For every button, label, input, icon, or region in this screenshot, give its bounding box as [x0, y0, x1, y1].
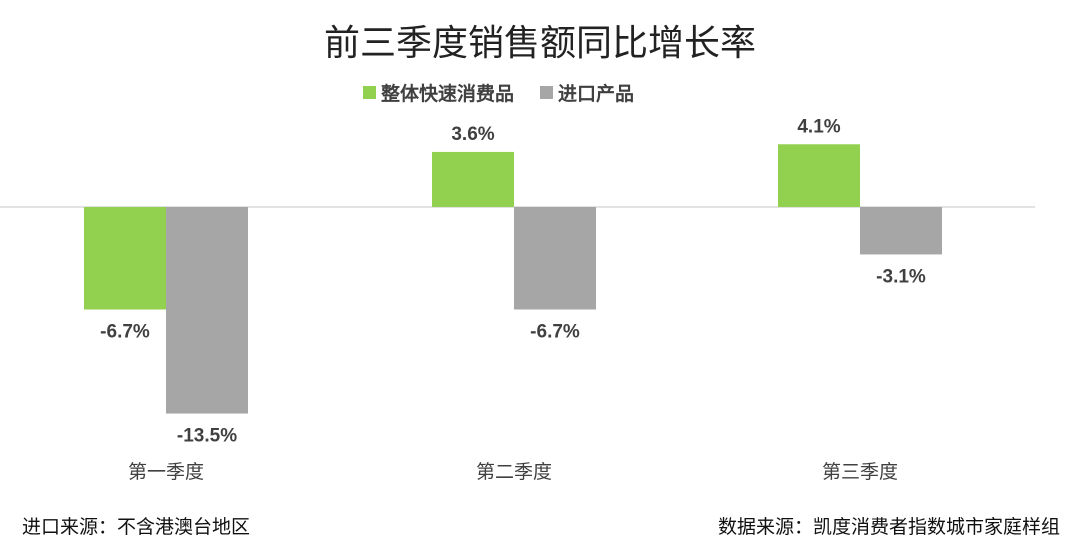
value-label-series-1-category-1: -6.7% — [100, 322, 150, 343]
bar-series-1-category-2 — [432, 151, 514, 207]
value-label-series-2-category-2: -6.7% — [530, 322, 580, 343]
value-label-series-1-category-2: 3.6% — [451, 124, 494, 145]
bar-series-1-category-1 — [84, 207, 166, 310]
legend-label-series-2: 进口产品 — [558, 82, 634, 105]
value-label-series-1-category-3: 4.1% — [797, 116, 840, 137]
value-label-series-2-category-3: -3.1% — [876, 266, 926, 287]
value-labels: -6.7% -13.5% 3.6% -6.7% 4.1% -3.1% — [100, 116, 926, 446]
chart-title: 前三季度销售额同比增长率 — [324, 23, 756, 64]
category-labels: 第一季度 第二季度 第三季度 — [128, 461, 898, 483]
bars — [84, 144, 942, 414]
footnote-source-scope: 进口来源：不含港澳台地区 — [22, 516, 250, 538]
category-label-2: 第二季度 — [476, 461, 552, 483]
legend-swatch-series-2 — [540, 86, 553, 99]
legend: 整体快速消费品 进口产品 — [363, 82, 634, 105]
legend-swatch-series-1 — [363, 86, 376, 99]
value-label-series-2-category-1: -13.5% — [177, 426, 237, 447]
bar-series-2-category-3 — [860, 207, 942, 255]
category-label-1: 第一季度 — [128, 461, 204, 483]
footnote-data-source: 数据来源：凯度消费者指数城市家庭样组 — [718, 516, 1060, 538]
bar-series-1-category-3 — [778, 144, 860, 207]
legend-label-series-1: 整体快速消费品 — [381, 82, 514, 105]
bar-series-2-category-2 — [514, 207, 596, 310]
bar-series-2-category-1 — [166, 207, 248, 414]
category-label-3: 第三季度 — [822, 461, 898, 483]
